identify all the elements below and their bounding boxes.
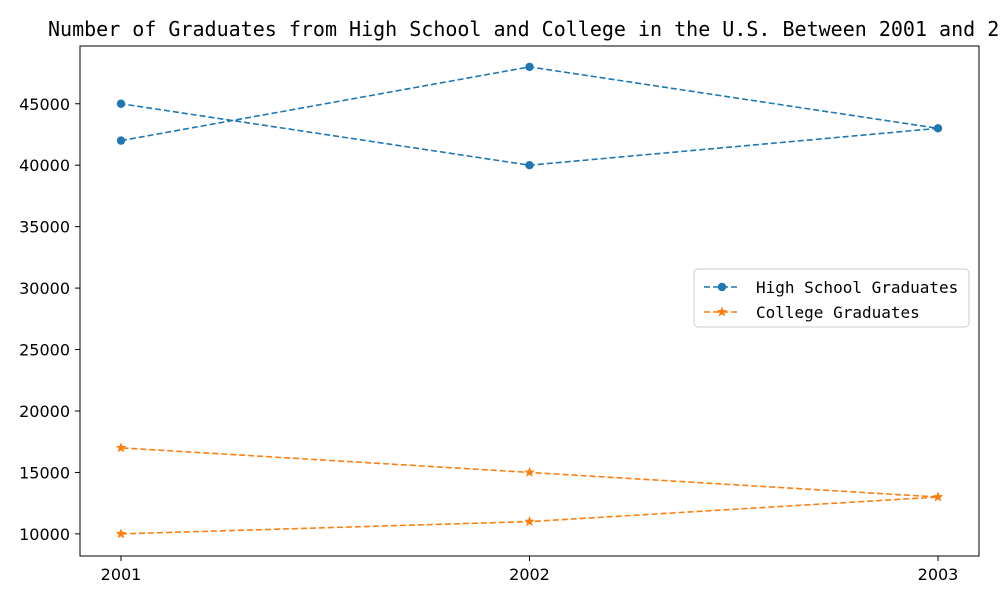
legend-marker: [717, 282, 727, 292]
data-point: [525, 62, 534, 72]
data-point: [525, 161, 534, 170]
y-tick-label: 25000: [19, 341, 70, 360]
x-tick-label: 2003: [918, 565, 959, 584]
series-layer: [115, 62, 944, 539]
series-line: [120, 66, 939, 166]
axis-layer: 10000 15000 20000 25000 30000 35000 40000 45000…: [19, 95, 958, 584]
y-tick-label: 40000: [19, 156, 70, 175]
y-tick-label: 35000: [19, 218, 70, 237]
legend-item: College Graduates: [704, 303, 920, 322]
data-point: [932, 491, 944, 502]
y-tick-label: 30000: [19, 279, 70, 298]
data-point: [115, 528, 127, 539]
x-tick-label: 2001: [101, 565, 142, 584]
series-1: [116, 62, 943, 170]
legend-box: [693, 268, 970, 328]
y-tick-label: 10000: [19, 525, 70, 544]
legend-label: College Graduates: [756, 303, 920, 322]
y-tick-label: 20000: [19, 402, 70, 421]
legend-item: High School Graduates: [704, 278, 958, 297]
y-tick-label: 45000: [19, 95, 70, 114]
series-2: [115, 442, 944, 539]
legend: High School Graduates College Graduates: [693, 268, 970, 328]
data-point: [524, 466, 535, 478]
legend-marker: [716, 306, 728, 317]
series-line: [120, 447, 939, 535]
x-tick-label: 2002: [509, 565, 550, 584]
y-tick-label: 15000: [19, 463, 70, 482]
data-point: [115, 442, 127, 453]
data-point: [524, 515, 535, 527]
legend-label: High School Graduates: [756, 278, 958, 297]
chart-title: Number of Graduates from High School and…: [48, 17, 1000, 41]
data-point: [116, 136, 126, 145]
data-point: [116, 99, 126, 108]
data-point: [933, 124, 943, 133]
